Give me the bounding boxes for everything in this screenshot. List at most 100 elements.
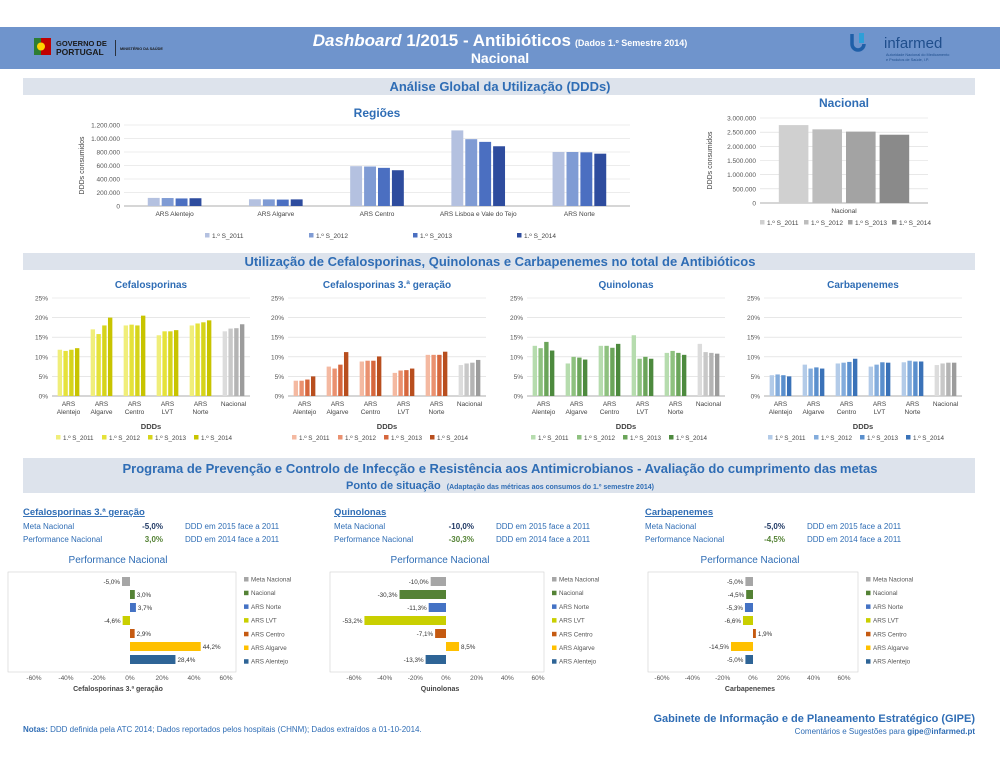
- data-label: -7,1%: [417, 631, 434, 638]
- data-label: -5,3%: [727, 605, 744, 612]
- header-bar: [0, 27, 1000, 69]
- x-axis-label: DDDs: [377, 422, 397, 431]
- x-tick-label: -40%: [685, 675, 700, 682]
- section-band-usage: [23, 253, 975, 270]
- x-tick-label: -20%: [408, 675, 423, 682]
- footer-gipe: Gabinete de Informação e de Planeamento …: [653, 713, 975, 725]
- y-tick-label: 10%: [747, 354, 760, 361]
- legend-swatch: [430, 435, 435, 440]
- legend-entry: Meta Nacional: [873, 577, 913, 584]
- bar: [664, 352, 670, 396]
- bar: [201, 322, 206, 396]
- meta-desc: DDD em 2015 face a 2011: [185, 522, 280, 531]
- bar: [812, 129, 842, 203]
- y-tick-label: 2.000.000: [727, 144, 756, 151]
- legend-entry: 1.º S_2013: [155, 435, 187, 442]
- legend-entry: 1.º S_2013: [391, 435, 423, 442]
- ministry-label: MINISTÉRIO DA SAÚDE: [120, 46, 163, 51]
- legend-swatch: [552, 618, 557, 623]
- infarmed-logo: infarmed Autoridade Nacional do Medicame…: [850, 33, 949, 62]
- bar: [359, 361, 365, 396]
- brand-name: infarmed: [884, 35, 942, 52]
- meta-label: Meta Nacional: [334, 522, 385, 531]
- email-link[interactable]: gipe@infarmed.pt: [907, 727, 975, 736]
- bar: [262, 199, 275, 206]
- chart-title: Regiões: [354, 106, 401, 120]
- y-tick-label: 1.200.000: [91, 123, 120, 130]
- bar: [934, 365, 940, 396]
- data-label: -13,3%: [404, 657, 424, 664]
- bar: [731, 642, 753, 651]
- y-tick-label: 15%: [510, 335, 523, 342]
- x-tick-label: LVT: [874, 409, 885, 416]
- legend-entry: 1.º S_2014: [676, 435, 708, 442]
- bar: [907, 360, 912, 396]
- legend-swatch: [102, 435, 107, 440]
- chart-title: Performance Nacional: [69, 555, 168, 566]
- gov-line2: PORTUGAL: [56, 47, 104, 57]
- bar: [399, 590, 446, 599]
- x-tick-label: ARS: [669, 401, 683, 408]
- bar: [102, 325, 107, 396]
- legend-swatch: [552, 645, 557, 650]
- bar: [918, 361, 924, 396]
- target-block: Quinolonas Meta Nacional -10,0% DDD em 2015…: [334, 507, 591, 544]
- legend-swatch: [244, 604, 249, 609]
- gov-logo: GOVERNO DE PORTUGAL MINISTÉRIO DA SAÚDE: [34, 38, 163, 57]
- bar: [107, 317, 113, 396]
- y-tick-label: 0%: [275, 394, 285, 401]
- bar: [63, 350, 68, 396]
- bar: [409, 368, 415, 396]
- legend-entry: ARS Centro: [559, 631, 593, 638]
- legend-swatch: [194, 435, 199, 440]
- y-tick-label: 15%: [271, 335, 284, 342]
- bar: [742, 616, 753, 625]
- x-tick-label: ARS: [194, 401, 208, 408]
- bar: [566, 152, 579, 206]
- bar: [458, 365, 464, 396]
- x-tick-label: Norte: [668, 409, 684, 416]
- section-title-usage: Utilização de Cefalosporinas, Quinolonas…: [245, 254, 756, 269]
- x-tick-label: 0%: [441, 675, 451, 682]
- bar: [446, 642, 460, 651]
- legend-swatch: [531, 435, 536, 440]
- legend-swatch: [866, 631, 871, 637]
- bar: [248, 199, 261, 206]
- chart-title: Quinolonas: [599, 280, 654, 291]
- legend-entry: ARS Algarve: [251, 645, 287, 652]
- chart-cefalosporinas: Cefalosporinas0%5%10%15%20%25%ARSAlentej…: [35, 280, 250, 442]
- x-tick-label: Nacional: [221, 401, 247, 408]
- bar: [753, 629, 756, 638]
- x-tick-label: Centro: [600, 409, 620, 416]
- chart-frame: [7, 571, 237, 673]
- bar: [552, 152, 565, 206]
- x-tick-label: Centro: [361, 409, 381, 416]
- legend-entry: Nacional: [251, 590, 276, 597]
- x-tick-label: 20%: [470, 675, 483, 682]
- bar: [709, 352, 714, 396]
- x-tick-label: 0%: [748, 675, 758, 682]
- bar: [130, 642, 201, 651]
- bar: [802, 364, 808, 396]
- bar: [475, 359, 481, 396]
- page-title: Dashboard 1/2015 - Antibióticos (Dados 1.…: [313, 31, 688, 50]
- bar: [299, 380, 304, 396]
- meta-label: Meta Nacional: [23, 522, 74, 531]
- y-tick-label: 500.000: [733, 186, 757, 193]
- bar: [129, 324, 134, 396]
- data-label: 28,4%: [177, 657, 195, 664]
- x-tick-label: LVT: [398, 409, 409, 416]
- x-tick-label: Alentejo: [57, 409, 81, 416]
- bar: [123, 325, 129, 396]
- chart-regi-es: Regiões 0 200.000 400.000 600.000 800.000 1.00…: [79, 106, 630, 240]
- bar: [940, 363, 945, 396]
- y-tick-label: 0%: [751, 394, 761, 401]
- bar: [392, 372, 398, 396]
- bar: [880, 362, 885, 396]
- bar: [479, 141, 492, 206]
- bar: [147, 197, 160, 206]
- legend-entry: ARS Algarve: [559, 645, 595, 652]
- x-tick-label: 20%: [155, 675, 168, 682]
- y-tick-label: 15%: [35, 335, 48, 342]
- bar: [74, 348, 80, 396]
